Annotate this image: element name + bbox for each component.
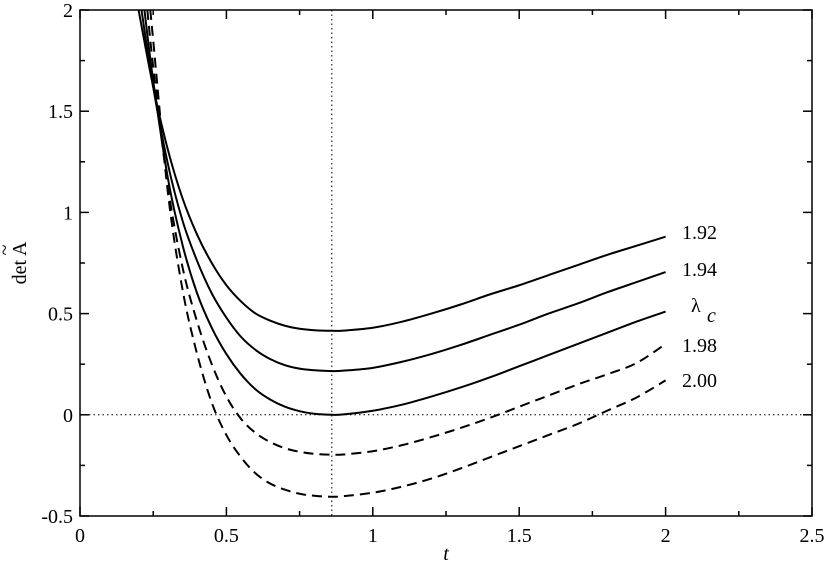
y-axis-ticks: -0.5 0 0.5 1 1.5 2 xyxy=(41,0,812,528)
y-tick-label: -0.5 xyxy=(41,506,73,528)
series-label-1-94: 1.94 xyxy=(682,259,717,281)
y-axis-title-main: det A xyxy=(9,241,31,284)
x-tick-label: 0.5 xyxy=(214,525,239,547)
series-line-3 xyxy=(143,10,666,416)
series-label-1-92: 1.92 xyxy=(682,222,717,244)
series-line-5 xyxy=(149,10,667,498)
x-tick-label: 1.5 xyxy=(507,525,532,547)
series-line-2 xyxy=(140,10,666,373)
y-axis-title-group: det A ~ xyxy=(0,241,31,284)
series-line-4 xyxy=(146,10,667,456)
series-label-lambda: λ xyxy=(691,295,701,317)
x-tick-label: 2 xyxy=(661,525,671,547)
x-tick-label: 0 xyxy=(75,525,85,547)
x-tick-label: 1 xyxy=(368,525,378,547)
y-tick-label: 1.5 xyxy=(48,101,73,123)
series-label-2-00: 2.00 xyxy=(682,370,717,392)
series-labels: 1.92 1.94 λ c 1.98 2.00 xyxy=(682,222,717,392)
y-axis-title-accent: ~ xyxy=(0,244,16,255)
y-tick-label: 0 xyxy=(63,405,73,427)
y-tick-label: 0.5 xyxy=(48,304,73,326)
y-tick-label: 2 xyxy=(63,0,73,22)
y-axis-title: det A xyxy=(9,241,31,284)
reference-lines xyxy=(80,10,812,516)
series-line-1 xyxy=(137,10,666,332)
x-tick-label: 2.5 xyxy=(800,525,825,547)
x-axis-ticks: 0 0.5 1 1.5 2 2.5 xyxy=(75,10,825,547)
y-tick-label: 1 xyxy=(63,202,73,224)
x-axis-title: t xyxy=(443,543,449,565)
series-layer xyxy=(137,10,667,498)
series-label-lambda-subscript: c xyxy=(707,305,716,327)
series-label-1-98: 1.98 xyxy=(682,335,717,357)
